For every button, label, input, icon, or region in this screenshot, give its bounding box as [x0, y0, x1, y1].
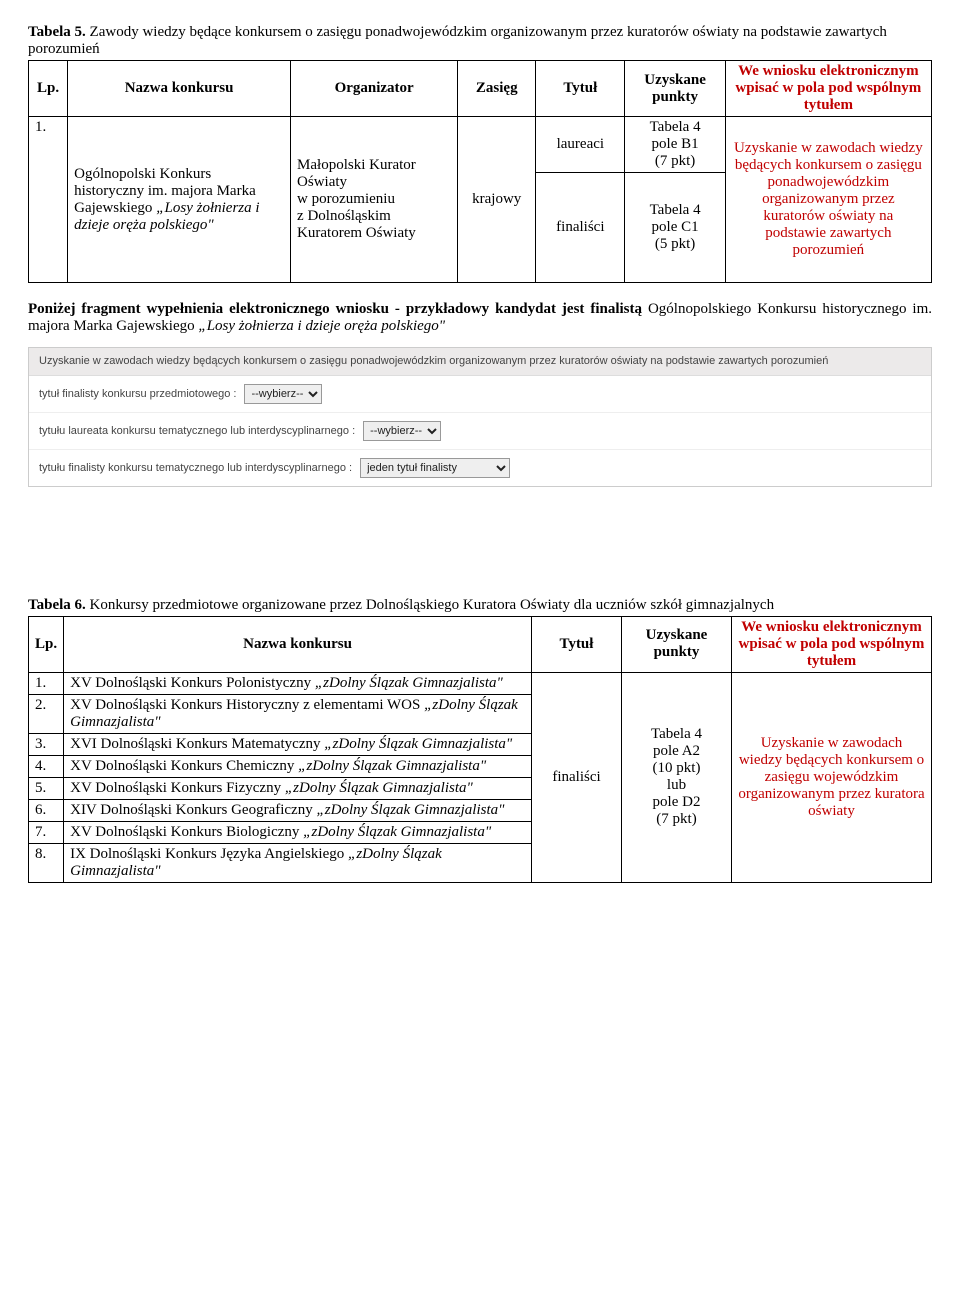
cell-tytul: finaliści — [532, 672, 622, 882]
cell-nazwa: XVI Dolnośląski Konkurs Matematyczny „zD… — [64, 733, 532, 755]
cell-lp: 1. — [29, 117, 68, 283]
cell-punkty2: Tabela 4 pole C1 (5 pkt) — [625, 173, 725, 283]
tabela5-caption-bold: Tabela 5. — [28, 24, 86, 40]
th-organizator: Organizator — [291, 61, 458, 117]
tabela5: Lp. Nazwa konkursu Organizator Zasięg Ty… — [28, 60, 932, 283]
cell-nazwa-plain: XV Dolnośląski Konkurs Fizyczny — [70, 780, 285, 796]
th-zasieg: Zasięg — [458, 61, 536, 117]
cell-organizator: Małopolski Kurator Oświaty w porozumieni… — [291, 117, 458, 283]
tabela6: Lp. Nazwa konkursu Tytuł Uzyskane punkty… — [28, 616, 932, 883]
cell-punkty1: Tabela 4 pole B1 (7 pkt) — [625, 117, 725, 173]
cell-nazwa-italic: „zDolny Ślązak Gimnazjalista" — [324, 736, 512, 752]
cell-nazwa-italic: „zDolny Ślązak Gimnazjalista" — [285, 780, 473, 796]
form-header: Uzyskanie w zawodach wiedzy będących kon… — [29, 348, 931, 376]
cell-lp: 3. — [29, 733, 64, 755]
th-wniosek: We wniosku elektronicznym wpisać w pola … — [725, 61, 931, 117]
cell-nazwa-italic: „zDolny Ślązak Gimnazjalista" — [315, 675, 503, 691]
cell-nazwa-italic: „zDolny Ślązak Gimnazjalista" — [303, 824, 491, 840]
tabela6-caption: Tabela 6. Konkursy przedmiotowe organizo… — [28, 597, 932, 614]
th-tytul: Tytuł — [532, 616, 622, 672]
cell-nazwa: XIV Dolnośląski Konkurs Geograficzny „zD… — [64, 799, 532, 821]
table-row: 1.XV Dolnośląski Konkurs Polonistyczny „… — [29, 672, 932, 694]
th-nazwa: Nazwa konkursu — [64, 616, 532, 672]
table-row: 1. Ogólnopolski Konkurs historyczny im. … — [29, 117, 932, 173]
cell-nazwa: XV Dolnośląski Konkurs Biologiczny „zDol… — [64, 821, 532, 843]
form-row2-label: tytułu laureata konkursu tematycznego lu… — [39, 425, 355, 437]
form-row3-select[interactable]: jeden tytuł finalisty — [360, 458, 510, 478]
cell-lp: 8. — [29, 843, 64, 882]
th-wniosek: We wniosku elektronicznym wpisać w pola … — [732, 616, 932, 672]
cell-nazwa-plain: XV Dolnośląski Konkurs Biologiczny — [70, 824, 303, 840]
cell-nazwa-plain: XV Dolnośląski Konkurs Polonistyczny — [70, 675, 315, 691]
example-paragraph: Poniżej fragment wypełnienia elektronicz… — [28, 301, 932, 335]
form-row2-select[interactable]: --wybierz-- — [363, 421, 441, 441]
cell-red: Uzyskanie w zawodach wiedzy będących kon… — [732, 672, 932, 882]
tabela5-caption: Tabela 5. Zawody wiedzy będące konkursem… — [28, 24, 932, 58]
th-lp: Lp. — [29, 616, 64, 672]
cell-lp: 6. — [29, 799, 64, 821]
cell-nazwa-plain: XV Dolnośląski Konkurs Chemiczny — [70, 758, 298, 774]
cell-red: Uzyskanie w zawodach wiedzy będących kon… — [725, 117, 931, 283]
cell-nazwa: XV Dolnośląski Konkurs Chemiczny „zDolny… — [64, 755, 532, 777]
th-tytul: Tytuł — [536, 61, 625, 117]
cell-nazwa: XV Dolnośląski Konkurs Fizyczny „zDolny … — [64, 777, 532, 799]
cell-nazwa-italic: „zDolny Ślązak Gimnazjalista" — [298, 758, 486, 774]
cell-nazwa-plain: XVI Dolnośląski Konkurs Matematyczny — [70, 736, 324, 752]
para-italic: „Losy żołnierza i dzieje oręża polskiego… — [198, 318, 445, 334]
cell-lp: 2. — [29, 694, 64, 733]
cell-nazwa-plain: XV Dolnośląski Konkurs Historyczny z ele… — [70, 697, 424, 713]
cell-nazwa: IX Dolnośląski Konkurs Języka Angielskie… — [64, 843, 532, 882]
cell-lp: 1. — [29, 672, 64, 694]
cell-nazwa: Ogólnopolski Konkurs historyczny im. maj… — [68, 117, 291, 283]
th-punkty: Uzyskane punkty — [625, 61, 725, 117]
tabela6-caption-bold: Tabela 6. — [28, 597, 86, 613]
form-row3-label: tytułu finalisty konkursu tematycznego l… — [39, 462, 352, 474]
cell-nazwa-plain: XIV Dolnośląski Konkurs Geograficzny — [70, 802, 316, 818]
tabela6-caption-rest: Konkursy przedmiotowe organizowane przez… — [86, 597, 774, 613]
cell-nazwa: XV Dolnośląski Konkurs Polonistyczny „zD… — [64, 672, 532, 694]
form-row-3: tytułu finalisty konkursu tematycznego l… — [29, 450, 931, 486]
form-screenshot: Uzyskanie w zawodach wiedzy będących kon… — [28, 347, 932, 487]
form-row1-label: tytuł finalisty konkursu przedmiotowego … — [39, 388, 236, 400]
para-bold: Poniżej fragment wypełnienia elektronicz… — [28, 301, 648, 317]
th-punkty: Uzyskane punkty — [622, 616, 732, 672]
cell-nazwa-plain: IX Dolnośląski Konkurs Języka Angielskie… — [70, 846, 348, 862]
cell-lp: 7. — [29, 821, 64, 843]
cell-zasieg: krajowy — [458, 117, 536, 283]
cell-nazwa-italic: „zDolny Ślązak Gimnazjalista" — [316, 802, 504, 818]
cell-tytul-finalisci: finaliści — [536, 173, 625, 283]
cell-nazwa: XV Dolnośląski Konkurs Historyczny z ele… — [64, 694, 532, 733]
cell-lp: 5. — [29, 777, 64, 799]
cell-tytul-laureaci: laureaci — [536, 117, 625, 173]
tabela5-caption-rest: Zawody wiedzy będące konkursem o zasięgu… — [28, 24, 887, 57]
cell-lp: 4. — [29, 755, 64, 777]
th-nazwa: Nazwa konkursu — [68, 61, 291, 117]
table-header-row: Lp. Nazwa konkursu Organizator Zasięg Ty… — [29, 61, 932, 117]
form-row-2: tytułu laureata konkursu tematycznego lu… — [29, 413, 931, 450]
table-header-row: Lp. Nazwa konkursu Tytuł Uzyskane punkty… — [29, 616, 932, 672]
form-row-1: tytuł finalisty konkursu przedmiotowego … — [29, 376, 931, 413]
cell-punkty: Tabela 4 pole A2 (10 pkt) lub pole D2 (7… — [622, 672, 732, 882]
th-lp: Lp. — [29, 61, 68, 117]
form-row1-select[interactable]: --wybierz-- — [244, 384, 322, 404]
